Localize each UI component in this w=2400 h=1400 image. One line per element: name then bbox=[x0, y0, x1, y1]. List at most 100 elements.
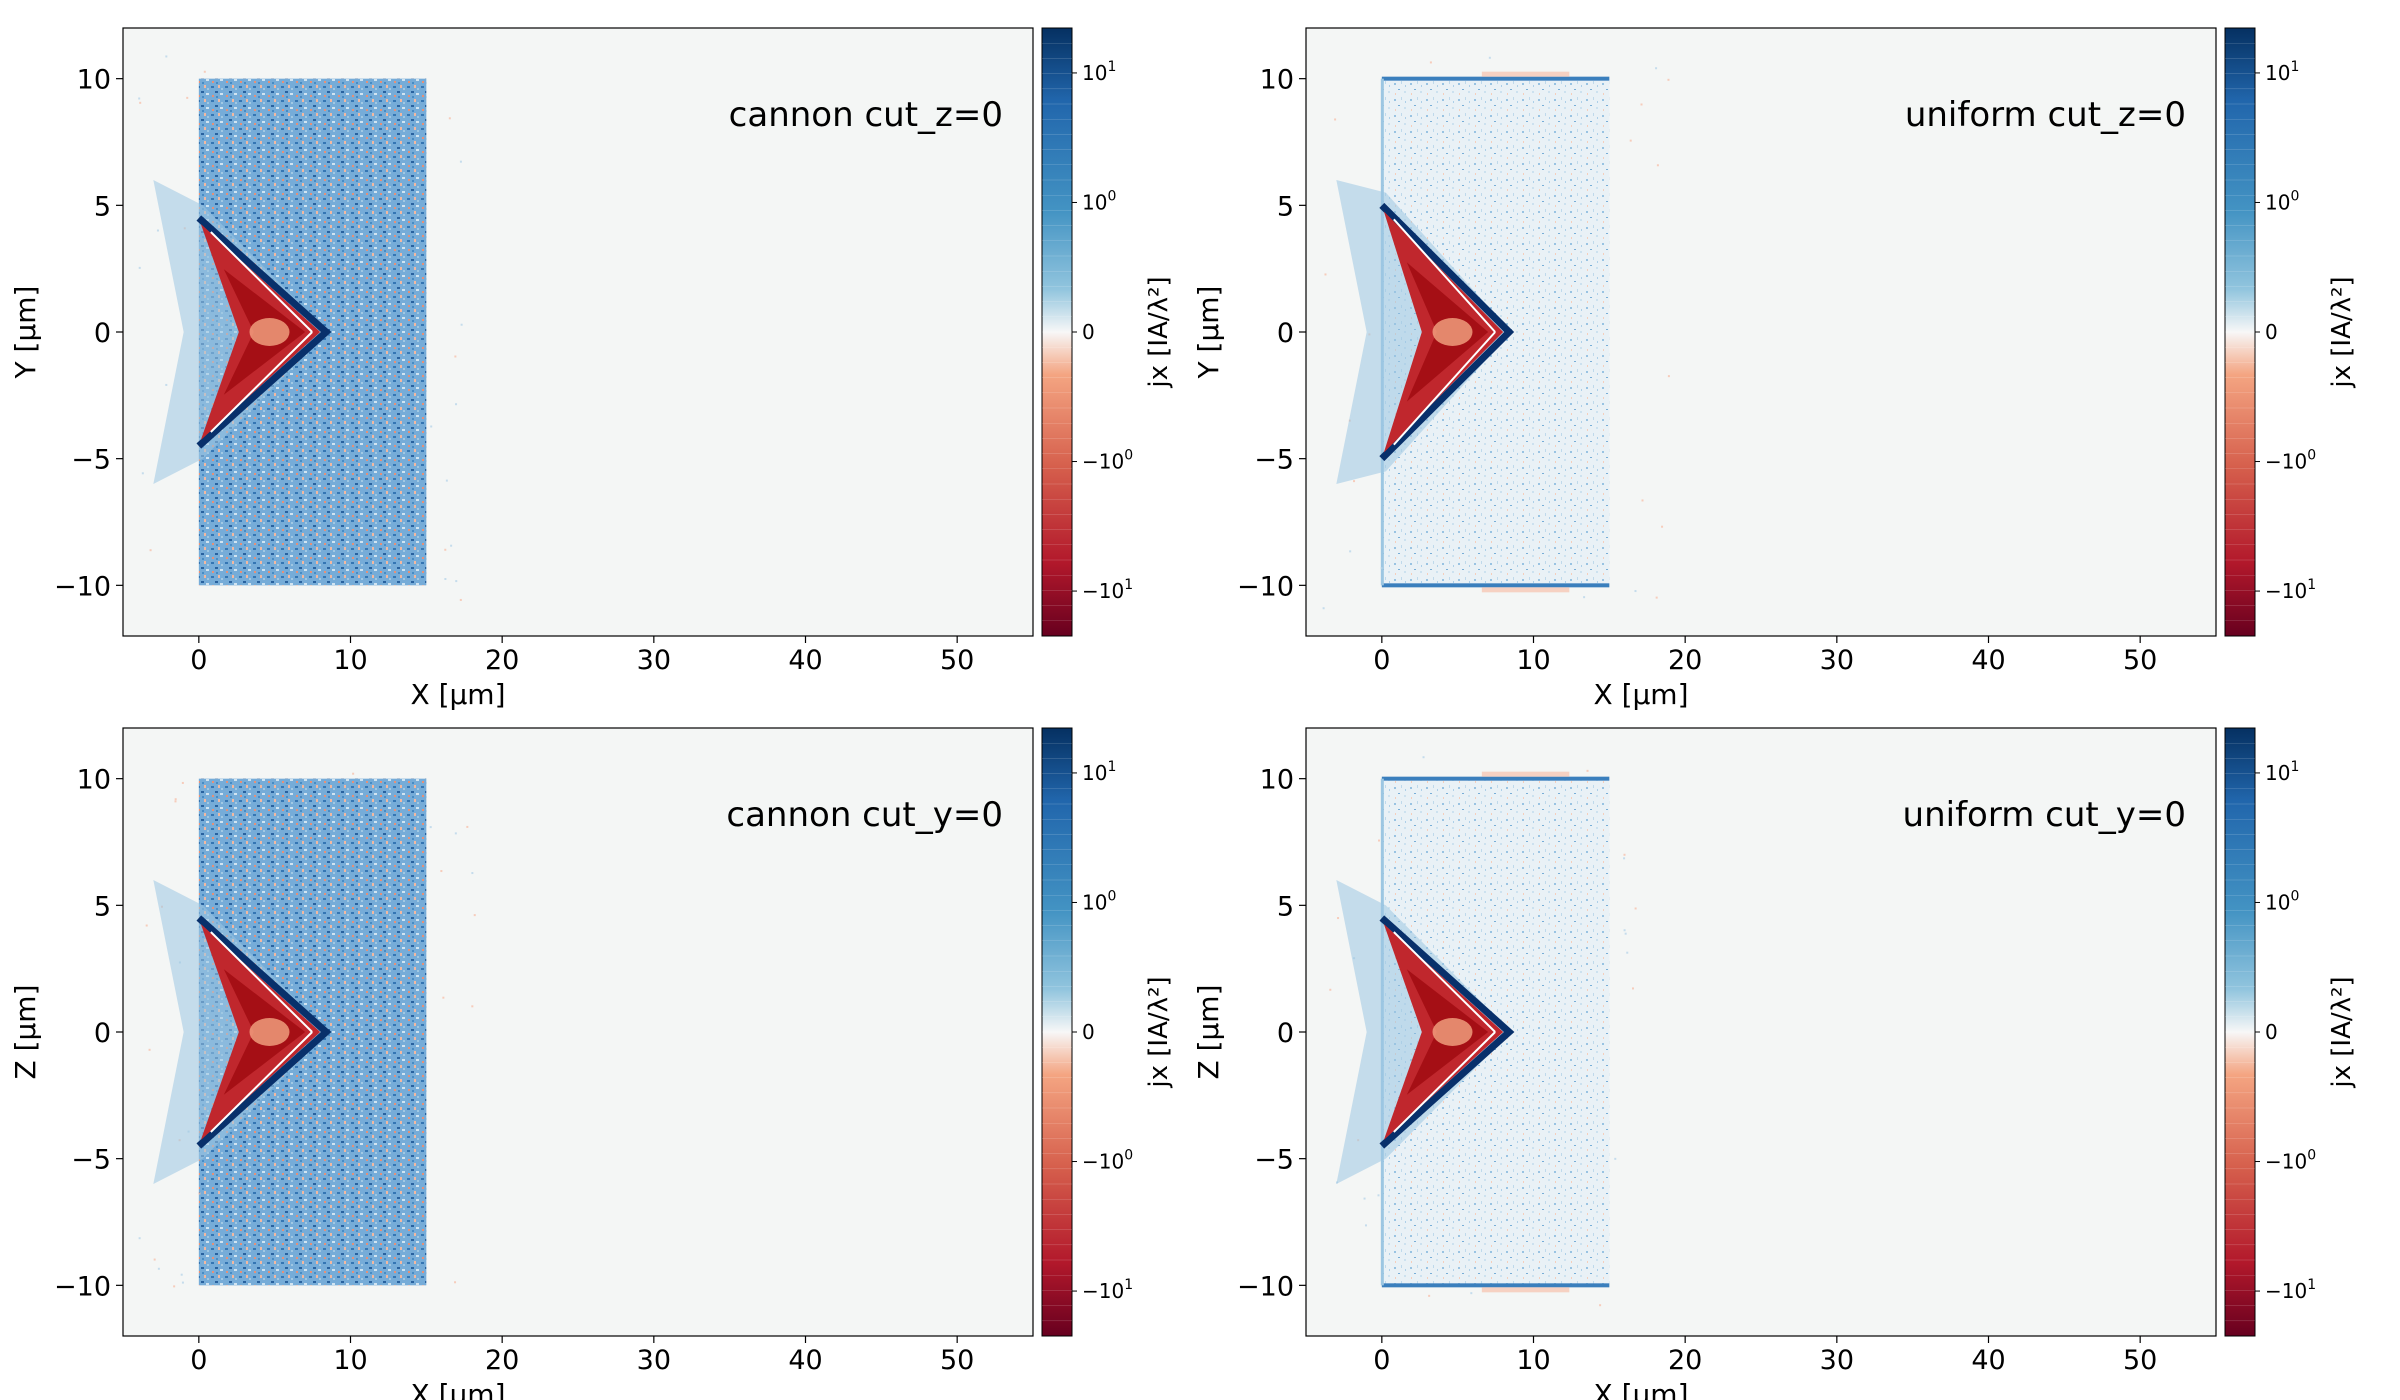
halo-speck bbox=[1623, 929, 1626, 932]
halo-speck bbox=[450, 544, 453, 547]
x-tick-label: 20 bbox=[1668, 645, 1702, 676]
chart-title: uniform cut_y=0 bbox=[1903, 795, 2186, 835]
halo-speck bbox=[1667, 375, 1670, 378]
halo-speck bbox=[186, 96, 189, 99]
x-tick-label: 50 bbox=[940, 645, 974, 676]
x-axis-label: X [μm] bbox=[410, 1378, 505, 1400]
x-tick-label: 30 bbox=[637, 645, 671, 676]
halo-speck bbox=[1380, 567, 1383, 570]
halo-speck bbox=[148, 1048, 151, 1051]
halo-speck bbox=[352, 772, 355, 775]
shock-contour bbox=[1393, 331, 1496, 446]
halo-speck bbox=[1329, 988, 1332, 991]
x-tick-label: 20 bbox=[1668, 1345, 1702, 1376]
halo-speck bbox=[156, 229, 159, 232]
target-top-halo bbox=[1481, 71, 1570, 77]
colorbar-tick-label: 0 bbox=[1082, 1020, 1095, 1044]
colorbar-tick-label: 100 bbox=[2265, 888, 2299, 914]
halo-speck bbox=[466, 825, 469, 828]
x-tick-label: 10 bbox=[333, 1345, 367, 1376]
x-tick-label: 30 bbox=[1820, 1345, 1854, 1376]
colorbar-tick-label: −101 bbox=[1082, 1277, 1133, 1303]
x-tick-label: 30 bbox=[1820, 645, 1854, 676]
halo-speck bbox=[157, 1267, 160, 1270]
halo-speck bbox=[149, 549, 152, 552]
x-tick-label: 40 bbox=[1971, 645, 2005, 676]
x-tick-label: 40 bbox=[1971, 1345, 2005, 1376]
halo-speck bbox=[165, 383, 168, 386]
shock-rim bbox=[196, 915, 332, 1149]
halo-speck bbox=[1626, 951, 1629, 954]
halo-speck bbox=[430, 425, 433, 428]
x-tick-label: 0 bbox=[1373, 1345, 1390, 1376]
colorbar-tick-label: 0 bbox=[1082, 320, 1095, 344]
halo-speck bbox=[138, 1237, 141, 1240]
y-tick-label: −10 bbox=[54, 1271, 111, 1302]
halo-speck bbox=[1363, 1197, 1366, 1200]
colorbar-label: jx [IA/λ²] bbox=[2327, 976, 2357, 1088]
x-tick-label: 40 bbox=[788, 645, 822, 676]
halo-speck bbox=[1378, 839, 1381, 842]
y-tick-label: 0 bbox=[94, 1018, 111, 1049]
target-bottom-edge bbox=[1381, 583, 1610, 588]
halo-speck bbox=[471, 872, 474, 875]
colorbar-tick-label: 101 bbox=[2265, 59, 2299, 85]
halo-speck bbox=[1641, 499, 1644, 502]
y-tick-label: 10 bbox=[77, 65, 111, 96]
halo-speck bbox=[1429, 61, 1432, 64]
halo-speck bbox=[1364, 1224, 1367, 1227]
y-axis-label: Y [μm] bbox=[9, 286, 42, 380]
chart-title: uniform cut_z=0 bbox=[1905, 95, 2186, 135]
shock-rim bbox=[1379, 202, 1515, 462]
x-tick-label: 10 bbox=[1516, 1345, 1550, 1376]
colorbar bbox=[1041, 27, 1073, 637]
halo-speck bbox=[1428, 1294, 1431, 1297]
x-tick-label: 20 bbox=[485, 645, 519, 676]
target-top-halo bbox=[1481, 771, 1570, 777]
shock-contour bbox=[210, 1031, 313, 1133]
x-axis-label: X [μm] bbox=[410, 678, 505, 711]
x-tick-label: 20 bbox=[485, 1345, 519, 1376]
target-bottom-halo bbox=[1481, 1287, 1570, 1293]
y-tick-label: −5 bbox=[71, 1145, 111, 1176]
halo-speck bbox=[448, 117, 451, 120]
colorbar bbox=[2224, 27, 2256, 637]
halo-speck bbox=[1623, 857, 1626, 860]
chart-title: cannon cut_z=0 bbox=[729, 95, 1003, 135]
halo-speck bbox=[471, 1005, 474, 1008]
y-tick-label: 5 bbox=[1277, 191, 1294, 222]
halo-speck bbox=[1661, 525, 1664, 528]
halo-speck bbox=[455, 403, 458, 406]
halo-speck bbox=[444, 548, 447, 551]
halo-speck bbox=[460, 323, 463, 326]
shock-contour bbox=[210, 231, 313, 333]
x-tick-label: 50 bbox=[940, 1345, 974, 1376]
halo-speck bbox=[1586, 769, 1589, 772]
colorbar-tick-label: 101 bbox=[2265, 759, 2299, 785]
y-tick-label: 5 bbox=[94, 891, 111, 922]
halo-speck bbox=[429, 826, 432, 829]
chart-panel-1: 0 10 20 30 40 50 −10 −5 0 5 10 X [μm] Y [μm] cannon c… bbox=[9, 27, 1174, 711]
shock-rim bbox=[1379, 915, 1515, 1149]
halo-speck bbox=[153, 1258, 156, 1261]
halo-speck bbox=[1377, 1194, 1380, 1197]
shock-hotspot bbox=[1432, 1018, 1473, 1046]
halo-speck bbox=[174, 800, 177, 803]
x-tick-label: 10 bbox=[333, 645, 367, 676]
target-bottom-halo bbox=[1481, 587, 1570, 593]
target-top-edge bbox=[1381, 776, 1610, 781]
y-axis-label: Z [μm] bbox=[1192, 984, 1225, 1079]
y-tick-label: 5 bbox=[94, 191, 111, 222]
colorbar-tick-label: −100 bbox=[2265, 448, 2316, 474]
halo-speck bbox=[1349, 550, 1352, 553]
shock-contour bbox=[210, 331, 313, 433]
halo-speck bbox=[459, 598, 462, 601]
y-tick-label: −10 bbox=[1237, 1271, 1294, 1302]
shock-contour bbox=[1393, 931, 1496, 1033]
chart-panel-3: 0 10 20 30 40 50 −10 −5 0 5 10 X [μm] Z [μm] cannon c… bbox=[9, 727, 1174, 1400]
y-tick-label: 0 bbox=[1277, 318, 1294, 349]
shock-contour bbox=[1393, 1031, 1496, 1133]
chart-title: cannon cut_y=0 bbox=[726, 795, 1003, 835]
colorbar-tick-label: −101 bbox=[1082, 577, 1133, 603]
